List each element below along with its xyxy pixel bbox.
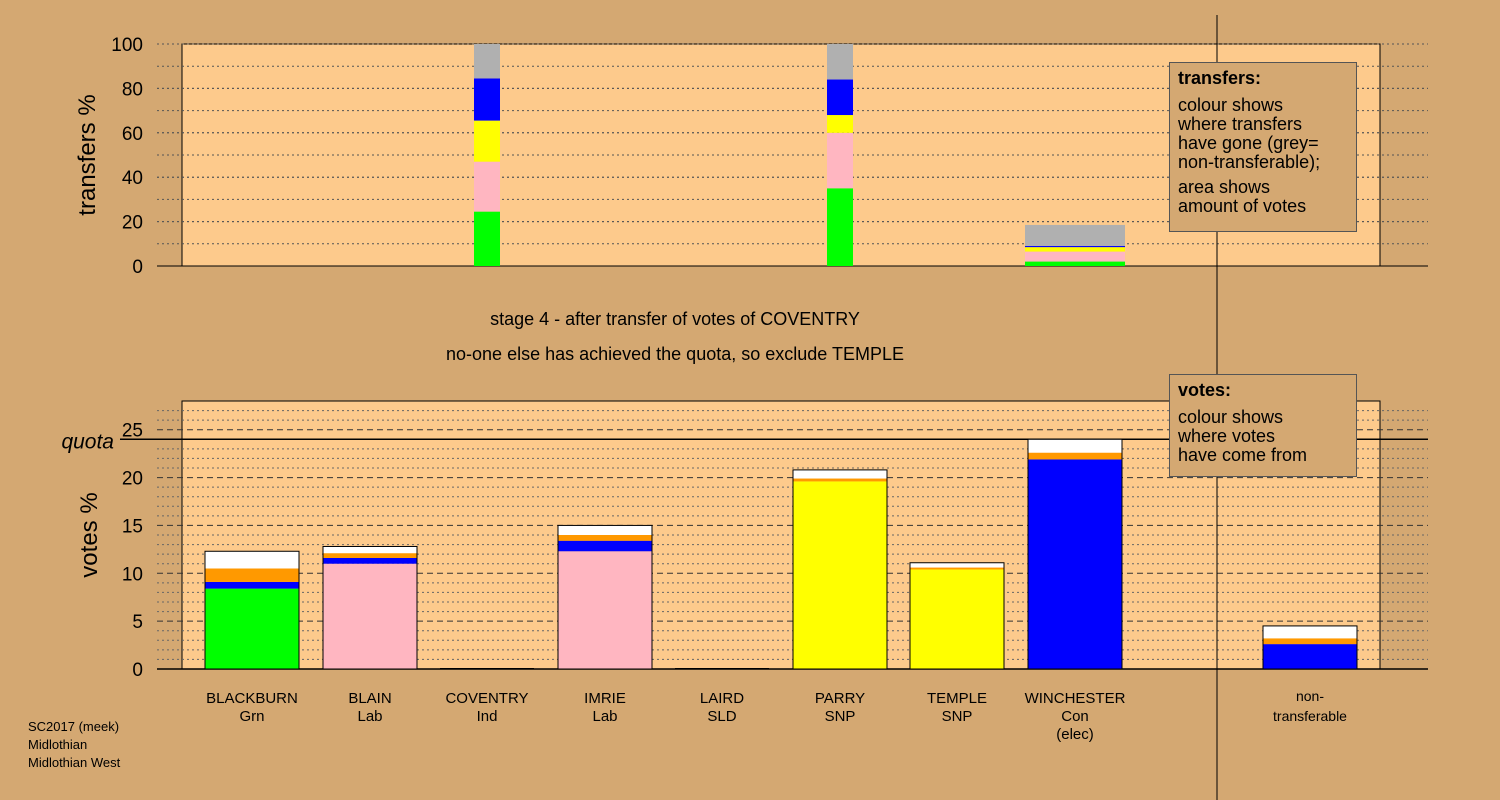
transfer-segment-blue xyxy=(1025,246,1125,248)
transfers-y-tick-label: 60 xyxy=(122,124,143,145)
votes-y-tick-label: 10 xyxy=(122,564,143,585)
candidate-temple-segment-yellow xyxy=(910,569,1004,669)
quota-label: quota xyxy=(61,430,114,453)
candidate-name-label: BLACKBURN xyxy=(206,690,298,707)
transfer-segment-grey xyxy=(827,44,853,80)
transfer-segment-grey xyxy=(474,44,500,79)
candidate-party-label: SLD xyxy=(707,708,736,725)
candidate-parry-segment-white xyxy=(793,469,887,479)
votes-y-tick-label: 0 xyxy=(132,660,143,681)
footer-election: SC2017 (meek) xyxy=(28,719,120,734)
votes-y-tick-label: 15 xyxy=(122,516,143,537)
votes-y-tick-label: 5 xyxy=(132,612,143,633)
transfers-legend-text-2: area shows amount of votes xyxy=(1178,177,1307,217)
transfer-segment-grey xyxy=(1025,224,1125,247)
votes-y-axis-label: votes % xyxy=(76,492,103,577)
votes-legend-text: colour shows where votes have come from xyxy=(1178,406,1308,465)
candidate-imrie-segment-pink xyxy=(558,551,652,669)
candidate-blackburn-segment-orange xyxy=(205,568,299,582)
transfer-segment-green xyxy=(474,211,500,266)
candidate-blackburn-segment-green xyxy=(205,588,299,669)
transfers-y-axis-label: transfers % xyxy=(74,94,101,215)
nontransferable-label-2: transferable xyxy=(1273,708,1347,724)
candidate-name-label: WINCHESTER xyxy=(1025,690,1126,707)
stage-line-1: stage 4 - after transfer of votes of COV… xyxy=(490,309,860,329)
transfer-segment-pink xyxy=(474,161,500,212)
candidate-imrie-bar-outline xyxy=(557,524,653,670)
transfers-y-tick-label: 100 xyxy=(111,35,143,56)
transfer-segment-blue xyxy=(827,79,853,116)
candidate-blain-segment-pink xyxy=(323,563,417,669)
nontransferable-label-1: non- xyxy=(1296,688,1324,704)
candidate-name-label: PARRY xyxy=(815,690,865,707)
candidate-winchester-segment-blue xyxy=(1028,459,1122,669)
candidate-name-label: LAIRD xyxy=(700,690,744,707)
transfers-y-tick-label: 20 xyxy=(122,213,143,234)
candidate-imrie-segment-white xyxy=(558,525,652,535)
candidate-blackburn-segment-white xyxy=(205,551,299,569)
candidate-blain-bar-outline xyxy=(322,545,418,670)
candidate-party-label: Grn xyxy=(239,708,264,725)
candidate-party-label: Ind xyxy=(477,708,498,725)
candidate-blain-segment-blue xyxy=(323,557,417,564)
transfers-legend-title: transfers: xyxy=(1178,68,1262,88)
candidate-blackburn-bar-outline xyxy=(204,550,300,670)
candidate-blain-segment-orange xyxy=(323,553,417,558)
candidate-temple-bar-outline xyxy=(909,562,1005,670)
candidate-name-label: TEMPLE xyxy=(927,690,987,707)
footer-ward: Midlothian West xyxy=(28,755,121,770)
candidate-parry-segment-orange xyxy=(793,478,887,482)
candidate-winchester-segment-white xyxy=(1028,439,1122,453)
transfers-y-tick-label: 0 xyxy=(132,257,143,278)
transfers-y-tick-label: 40 xyxy=(122,168,143,189)
transfer-segment-pink xyxy=(827,132,853,189)
candidate-temple-segment-white xyxy=(910,562,1004,568)
transfers-y-tick-label: 80 xyxy=(122,79,143,100)
candidate-parry-bar-outline xyxy=(792,469,888,670)
candidate-blackburn-segment-blue xyxy=(205,581,299,589)
candidate-party-label: Lab xyxy=(357,708,382,725)
candidate-status-label: (elec) xyxy=(1056,726,1094,743)
votes-y-tick-label: 25 xyxy=(122,421,143,442)
nontransferable-bar-outline xyxy=(1262,625,1358,670)
candidate-party-label: SNP xyxy=(825,708,856,725)
votes-legend-title: votes: xyxy=(1178,380,1232,400)
transfer-segment-green xyxy=(827,188,853,266)
footer-council: Midlothian xyxy=(28,737,88,752)
transfers-legend-text-1: colour shows where transfers have gone (… xyxy=(1178,94,1321,172)
candidate-party-label: Con xyxy=(1061,708,1089,725)
candidate-party-label: Lab xyxy=(592,708,617,725)
candidate-imrie-segment-blue xyxy=(558,540,652,552)
nontransferable-segment-white xyxy=(1263,625,1357,639)
candidate-winchester-bar-outline xyxy=(1027,438,1123,670)
transfer-segment-blue xyxy=(474,78,500,121)
candidate-imrie-segment-orange xyxy=(558,535,652,541)
candidate-blain-segment-white xyxy=(323,546,417,554)
candidate-temple-segment-orange xyxy=(910,567,1004,570)
transfer-segment-green xyxy=(1025,261,1125,266)
candidate-name-label: IMRIE xyxy=(584,690,626,707)
transfer-segment-pink xyxy=(1025,251,1125,262)
votes-y-tick-label: 20 xyxy=(122,469,143,490)
transfer-segment-yellow xyxy=(1025,247,1125,252)
transfer-segment-yellow xyxy=(827,115,853,133)
candidate-party-label: SNP xyxy=(942,708,973,725)
stage-line-2: no-one else has achieved the quota, so e… xyxy=(446,344,904,364)
transfers-legend: transfers: colour shows where transfers … xyxy=(1169,62,1357,232)
nontransferable-segment-orange xyxy=(1263,638,1357,645)
transfer-segment-yellow xyxy=(474,120,500,162)
candidate-name-label: BLAIN xyxy=(348,690,391,707)
candidate-winchester-segment-orange xyxy=(1028,452,1122,460)
votes-legend: votes: colour shows where votes have com… xyxy=(1169,374,1357,477)
nontransferable-segment-blue xyxy=(1263,644,1357,669)
candidate-parry-segment-yellow xyxy=(793,481,887,669)
candidate-name-label: COVENTRY xyxy=(445,690,528,707)
